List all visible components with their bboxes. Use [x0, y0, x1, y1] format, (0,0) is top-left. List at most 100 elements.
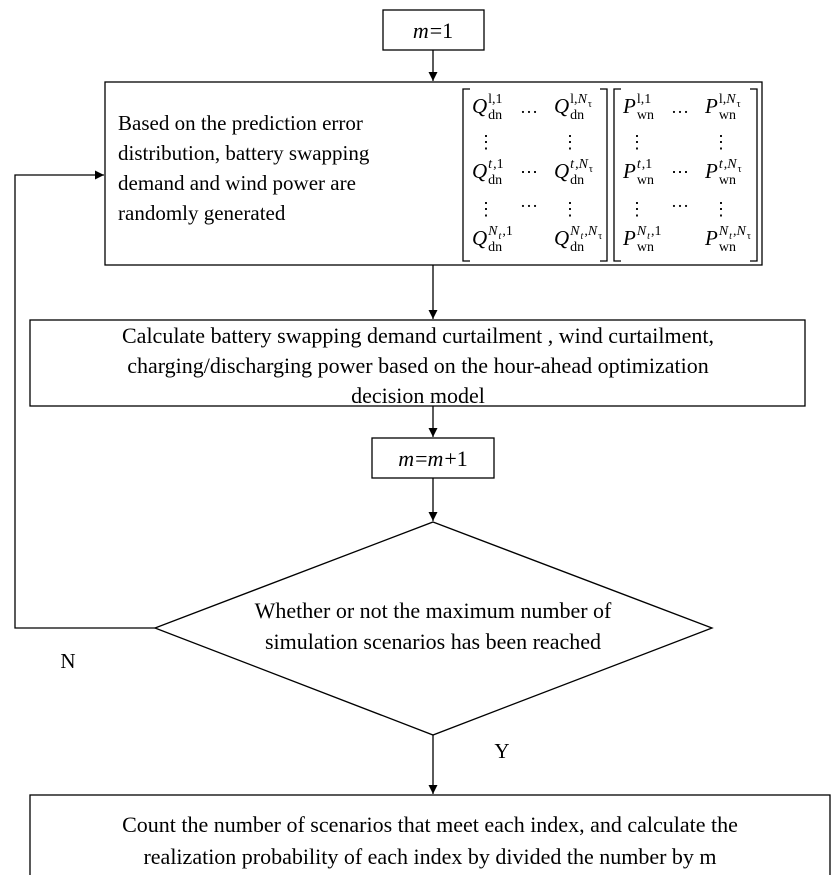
- entry-base: Q: [472, 226, 487, 250]
- matrix-dots: ⋮: [477, 132, 495, 152]
- text-runs: m = m +1: [398, 446, 468, 471]
- matrix-bracket: [613, 88, 758, 262]
- text-run: t: [719, 157, 724, 172]
- text-run: N: [487, 224, 498, 239]
- calculate-box: [29, 319, 806, 407]
- text-line: charging/discharging power based on the …: [127, 353, 709, 378]
- text-runs: l,1: [488, 92, 502, 107]
- matrix-dots: ⋮: [712, 132, 730, 152]
- edge-label: Y: [494, 739, 509, 763]
- text-run: m: [398, 446, 414, 471]
- text-run: t: [729, 231, 732, 242]
- entry-sub: dn: [570, 108, 584, 123]
- matrix-dots: …: [520, 97, 538, 117]
- text-line: decision model: [351, 383, 485, 408]
- entry-base: Q: [472, 159, 487, 183]
- text-run: N: [587, 224, 598, 239]
- text-line: Count the number of scenarios that meet …: [122, 812, 738, 837]
- text-run: l,1: [488, 92, 502, 107]
- matrix-dots: ⋮: [561, 199, 579, 219]
- entry-base: P: [622, 159, 636, 183]
- entry-base: P: [704, 94, 718, 118]
- entry-sub: wn: [719, 173, 736, 188]
- entry-base: Q: [554, 226, 569, 250]
- text-run: N: [718, 224, 729, 239]
- edge-label: N: [60, 649, 75, 673]
- text-run: +1: [444, 446, 467, 471]
- text-run: ,: [575, 157, 579, 172]
- text-run: τ: [588, 99, 592, 110]
- entry-sub: wn: [637, 240, 654, 255]
- matrix-dots: …: [671, 97, 689, 117]
- entry-sub: wn: [637, 173, 654, 188]
- text-run: N: [725, 92, 736, 107]
- text-run: N: [577, 92, 588, 107]
- matrix-dots: ⋮: [628, 199, 646, 219]
- matrix-dots: ⋮: [628, 132, 646, 152]
- text-line: Based on the prediction error: [118, 111, 363, 135]
- text-run: t: [581, 231, 584, 242]
- text-run: N: [578, 157, 589, 172]
- text-run: l,: [719, 92, 726, 107]
- entry-base: P: [622, 94, 636, 118]
- text-run: τ: [589, 164, 593, 175]
- text-run: τ: [747, 231, 751, 242]
- entry-sub: dn: [488, 173, 502, 188]
- entry-sub: wn: [719, 108, 736, 123]
- matrix-bracket: [462, 88, 608, 262]
- text-runs: l,1: [637, 92, 651, 107]
- text-run: t: [570, 157, 575, 172]
- text-run: τ: [598, 231, 602, 242]
- text-run: =1: [430, 18, 453, 43]
- text-run: =: [415, 446, 427, 471]
- text-line: Whether or not the maximum number of: [255, 598, 612, 623]
- text-run: l,: [570, 92, 577, 107]
- entry-sub: dn: [570, 173, 584, 188]
- text-run: t: [499, 231, 502, 242]
- loop-arrow: [14, 170, 155, 629]
- text-line: realization probability of each index by…: [143, 844, 716, 869]
- text-run: ,1: [651, 224, 662, 239]
- entry-sub: dn: [488, 108, 502, 123]
- text-run: τ: [737, 99, 741, 110]
- text-run: N: [726, 157, 737, 172]
- text-line: distribution, battery swapping: [118, 141, 370, 165]
- text-run: ,1: [642, 157, 653, 172]
- entry-base: P: [704, 226, 718, 250]
- text-run: t: [488, 157, 493, 172]
- entry-base: Q: [554, 94, 569, 118]
- text-run: ,1: [493, 157, 504, 172]
- entry-sub: dn: [488, 240, 502, 255]
- text-run: l,1: [637, 92, 651, 107]
- entry-sub: wn: [637, 108, 654, 123]
- matrix-dots: ⋯: [671, 162, 689, 182]
- text-run: N: [735, 224, 746, 239]
- entry-base: Q: [554, 159, 569, 183]
- text-run: N: [569, 224, 580, 239]
- matrix-dots: ⋯: [520, 162, 538, 182]
- entry-sub: dn: [570, 240, 584, 255]
- text-run: τ: [738, 164, 742, 175]
- entry-base: Q: [472, 94, 487, 118]
- text-run: t: [637, 157, 642, 172]
- text-run: ,: [724, 157, 728, 172]
